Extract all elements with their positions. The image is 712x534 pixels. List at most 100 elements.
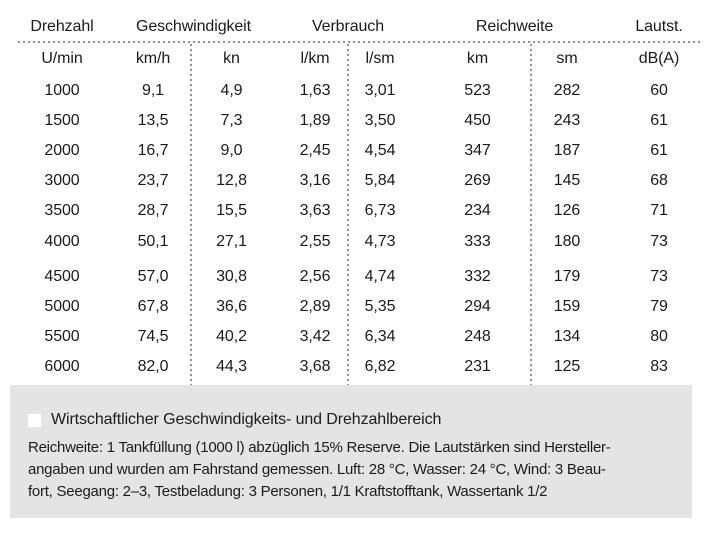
table-cell: 57,0 [137, 268, 169, 285]
table-cell: 79 [650, 298, 668, 315]
table-cell: 134 [553, 328, 581, 345]
table-cell: 40,2 [216, 328, 247, 345]
rpm-cell: 6000 [44, 358, 80, 375]
table-cell: 61 [650, 142, 668, 159]
table-cell: 3,50 [364, 112, 396, 129]
table-cell: 269 [464, 172, 491, 189]
column-group-header: Reichweite [475, 18, 554, 35]
column-group-header: Drehzahl [30, 18, 94, 35]
table-cell: 71 [650, 202, 668, 219]
table-cell: 187 [553, 142, 581, 159]
table-cell: 68 [650, 172, 668, 189]
highlight-row-band [10, 226, 703, 262]
unit-header-cell: U/min [41, 50, 83, 67]
table-cell: 4,9 [220, 82, 243, 99]
header-dotted-rule [18, 41, 703, 43]
table-cell: 82,0 [137, 358, 169, 375]
table-cell: 23,7 [137, 172, 169, 189]
table-cell: 159 [553, 298, 581, 315]
table-cell: 7,3 [220, 112, 243, 129]
divider-km-sm [530, 44, 532, 385]
table-cell: 3,68 [299, 358, 331, 375]
table-cell: 60 [650, 82, 668, 99]
table-cell: 27,1 [216, 233, 247, 250]
column-group-header: Lautst. [635, 18, 683, 35]
table-cell: 145 [553, 172, 581, 189]
footnote-line: Reichweite: 1 Tankfüllung (1000 l) abzüg… [28, 439, 611, 456]
table-cell: 12,8 [216, 172, 247, 189]
unit-header-cell: km [466, 50, 489, 67]
column-group-header: Geschwindigkeit [135, 18, 251, 35]
legend-label: Wirtschaftlicher Geschwindigkeits- und D… [51, 411, 442, 428]
unit-header-cell: l/km [300, 50, 330, 67]
table-cell: 6,34 [364, 328, 396, 345]
table-cell: 9,1 [142, 82, 164, 99]
table-cell: 9,0 [220, 142, 243, 159]
rpm-cell: 4000 [44, 233, 80, 250]
rpm-cell: 1500 [44, 112, 80, 129]
table-cell: 4,74 [364, 268, 396, 285]
unit-header-cell: l/sm [365, 50, 395, 67]
table-cell: 234 [464, 202, 491, 219]
table-cell: 333 [464, 233, 491, 250]
table-cell: 5,84 [364, 172, 396, 189]
table-cell: 15,5 [216, 202, 247, 219]
data-table: Drehzahl Geschwindigkeit Verbrauch Reichwei… [18, 12, 703, 382]
table-cell: 6,73 [364, 202, 396, 219]
legend-row: Wirtschaftlicher Geschwindigkeits- und D… [28, 410, 441, 430]
rpm-cell: 3500 [44, 202, 80, 219]
table-cell: 231 [464, 358, 491, 375]
table-cell: 248 [464, 328, 491, 345]
table-cell: 126 [553, 202, 581, 219]
table-cell: 125 [553, 358, 581, 375]
divider-kmh-kn [190, 44, 192, 385]
unit-header-cell: kn [223, 50, 240, 67]
table-cell: 3,01 [364, 82, 396, 99]
table-cell: 74,5 [137, 328, 169, 345]
rpm-cell: 5500 [44, 328, 80, 345]
footnote-line: angaben und wurden am Fahrstand gemessen… [28, 461, 606, 478]
footer-panel [10, 385, 692, 518]
table-cell: 3,42 [299, 328, 331, 345]
table-cell: 179 [553, 268, 581, 285]
unit-header-cell: sm [556, 50, 578, 67]
table-cell: 36,6 [216, 298, 247, 315]
rpm-cell: 5000 [44, 298, 80, 315]
table-cell: 80 [650, 328, 668, 345]
legend-swatch-icon [28, 413, 41, 427]
table-cell: 28,7 [137, 202, 169, 219]
table-cell: 1,63 [299, 82, 331, 99]
table-cell: 67,8 [137, 298, 169, 315]
table-cell: 523 [464, 82, 491, 99]
table-cell: 3,63 [299, 202, 331, 219]
unit-header-cell: km/h [135, 50, 171, 67]
rpm-cell: 3000 [44, 172, 80, 189]
table-cell: 44,3 [216, 358, 247, 375]
unit-header-cell: dB(A) [638, 50, 680, 67]
table-cell: 450 [464, 112, 491, 129]
table-cell: 294 [464, 298, 491, 315]
table-cell: 4,73 [364, 233, 396, 250]
footnote-line: fort, Seegang: 2–3, Testbeladung: 3 Pers… [28, 483, 548, 500]
table-cell: 282 [553, 82, 581, 99]
table-cell: 2,89 [299, 298, 331, 315]
table-cell: 50,1 [137, 233, 169, 250]
table-cell: 2,45 [299, 142, 331, 159]
table-cell: 73 [650, 233, 668, 250]
divider-lkm-lsm [347, 44, 349, 385]
column-group-header: Verbrauch [311, 18, 385, 35]
footnote: Reichweite: 1 Tankfüllung (1000 l) abzüg… [28, 437, 611, 503]
rpm-cell: 2000 [44, 142, 80, 159]
table-cell: 2,56 [299, 268, 331, 285]
table-cell: 83 [650, 358, 668, 375]
table-cell: 2,55 [299, 233, 331, 250]
table-cell: 5,35 [364, 298, 396, 315]
rpm-cell: 4500 [44, 268, 80, 285]
table-cell: 30,8 [216, 268, 247, 285]
rpm-cell: 1000 [44, 82, 80, 99]
table-cell: 73 [650, 268, 668, 285]
table-cell: 4,54 [364, 142, 396, 159]
table-cell: 1,89 [299, 112, 331, 129]
table-cell: 243 [553, 112, 581, 129]
